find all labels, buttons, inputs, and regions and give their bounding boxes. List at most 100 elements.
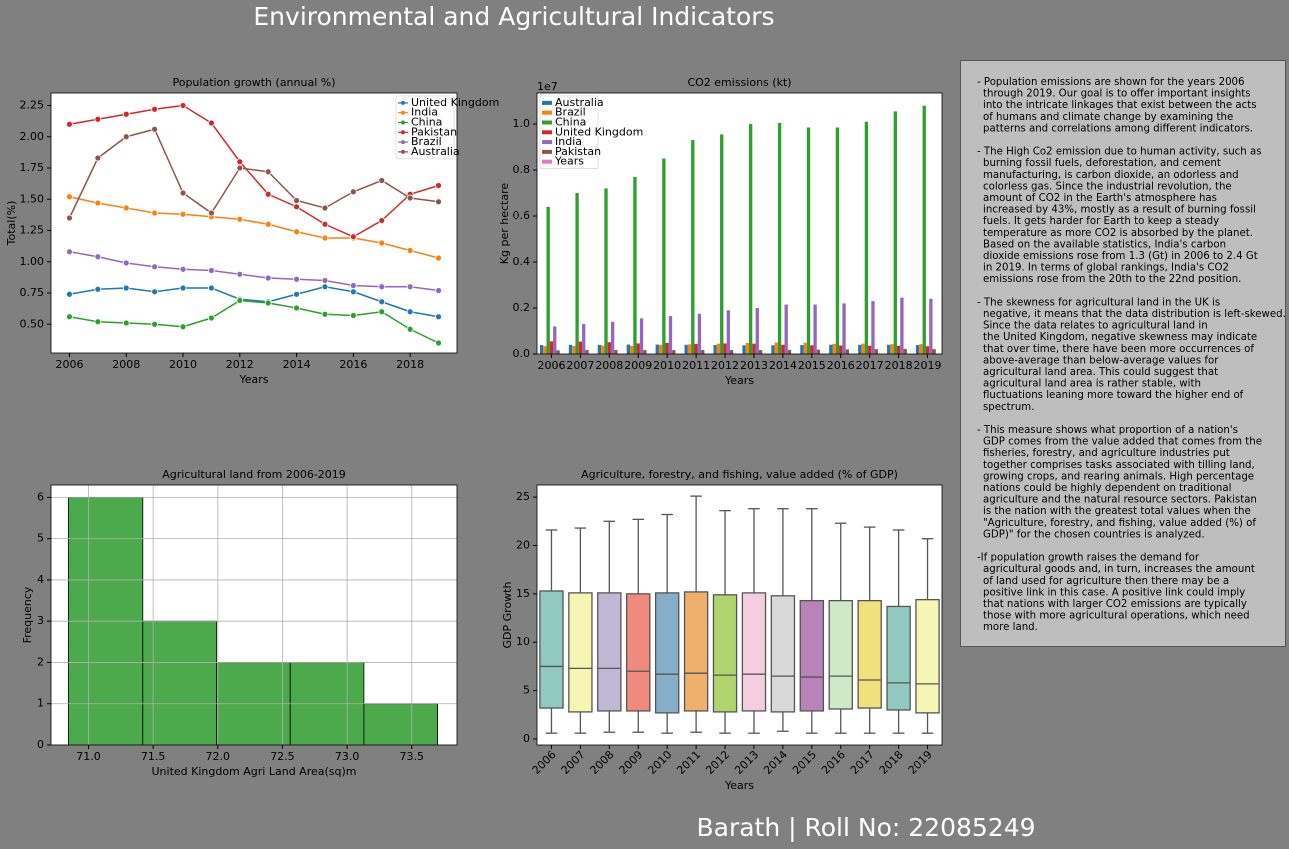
bar: [713, 345, 717, 354]
histogram-bar: [142, 620, 217, 746]
box: [568, 592, 593, 713]
note-line: of land used for agriculture then there …: [983, 576, 1229, 587]
bar: [585, 350, 589, 354]
bar: [900, 297, 904, 354]
marker: [94, 199, 102, 207]
box: [741, 592, 767, 712]
note-line: agricultural land area is rather stable,…: [983, 379, 1201, 390]
bar: [749, 124, 753, 354]
x-tick-label: 2018: [877, 748, 906, 777]
x-tick-label: 2009: [617, 748, 646, 777]
x-tick-label: 2010: [645, 748, 674, 777]
footer: Barath | Roll No: 22085249: [696, 813, 1035, 842]
bar: [919, 344, 923, 354]
bar: [813, 304, 817, 354]
x-tick-label: 2011: [674, 748, 703, 777]
bar: [720, 134, 724, 354]
marker: [321, 204, 329, 212]
legend-label: India: [555, 135, 582, 148]
legend-swatch: [401, 110, 405, 115]
x-tick-label: 2018: [885, 359, 913, 372]
bar: [655, 344, 659, 354]
line: [69, 251, 439, 292]
legend-label: United Kingdom: [555, 125, 643, 138]
note-line: that over time, there have been more occ…: [983, 344, 1254, 355]
box: [539, 590, 564, 709]
x-axis-label: Years: [724, 779, 754, 792]
marker: [378, 239, 386, 247]
marker: [349, 233, 357, 241]
legend-label: Years: [554, 155, 584, 168]
note-line: those with more agricultural operations,…: [983, 611, 1250, 622]
note-line: positive link in this case. A positive l…: [983, 587, 1245, 598]
marker: [179, 265, 187, 273]
x-tick-label: 2019: [906, 748, 935, 777]
bar: [636, 343, 640, 354]
marker: [179, 189, 187, 197]
note-line: "Agriculture, forestry, and fishing, val…: [983, 518, 1256, 529]
marker: [151, 125, 159, 133]
chart-title: Population growth (annual %): [172, 76, 335, 89]
marker: [66, 313, 73, 321]
x-tick-label: 2009: [624, 359, 652, 372]
note-line: burning fossil fuels, deforestation, and…: [983, 158, 1221, 169]
marker: [179, 210, 187, 218]
marker: [236, 158, 244, 166]
note-line: dioxide emissions rose from 1.3 (Gt) in …: [983, 251, 1258, 262]
x-tick-label: 2010: [169, 358, 197, 371]
bar: [755, 308, 759, 354]
legend-label: India: [411, 106, 438, 119]
note-line: negative, it means that the data distrib…: [983, 309, 1286, 320]
note-line: the United Kingdom, negative skewness ma…: [983, 332, 1257, 343]
bar: [771, 345, 775, 354]
note-line: Since the data relates to agricultural l…: [983, 321, 1208, 332]
note-line: patterns and correlations among differen…: [983, 123, 1253, 134]
marker: [208, 119, 215, 127]
box: [915, 599, 940, 714]
line: [69, 196, 439, 259]
bar: [662, 158, 666, 354]
marker: [321, 220, 329, 228]
marker: [349, 188, 357, 196]
y-tick-label: 5: [523, 684, 530, 697]
marker: [349, 282, 357, 289]
note-line: fluctuations leaning more toward the hig…: [983, 390, 1244, 401]
bar: [723, 343, 727, 354]
bar: [633, 176, 637, 354]
marker: [406, 194, 414, 202]
note-line: above-average than below-average values …: [983, 355, 1219, 366]
bar: [742, 345, 746, 354]
y-tick-label: 3: [37, 614, 44, 627]
bar: [758, 350, 763, 354]
x-tick-label: 2017: [856, 359, 884, 372]
plot-frame: [536, 92, 943, 355]
bar: [697, 313, 702, 354]
marker: [122, 204, 130, 212]
marker: [293, 228, 300, 236]
legend-label: Australia: [411, 145, 460, 158]
marker: [122, 319, 130, 327]
marker: [406, 325, 414, 333]
marker: [435, 182, 442, 189]
note-line: - The High Co2 emission due to human act…: [977, 147, 1262, 158]
x-tick-label: 73.5: [399, 750, 424, 763]
legend-swatch: [401, 100, 405, 105]
marker: [122, 259, 130, 267]
note-line: - Population emissions are shown for the…: [977, 77, 1245, 88]
bar: [745, 342, 750, 354]
x-tick-label: 2008: [595, 359, 623, 372]
x-tick-label: 2008: [112, 358, 140, 371]
line: [69, 104, 439, 238]
box: [712, 594, 738, 713]
chart-title: Agricultural land from 2006-2019: [162, 468, 346, 481]
y-tick-label: 2.25: [20, 99, 45, 112]
bar: [597, 344, 602, 354]
marker: [236, 215, 244, 223]
legend-label: China: [555, 116, 586, 129]
bar: [610, 321, 615, 354]
note-line: of humans and climate change by examinin…: [983, 112, 1233, 123]
bar: [549, 341, 554, 354]
note-line: - This measure shows what proportion of …: [977, 425, 1238, 436]
bar: [887, 344, 891, 354]
